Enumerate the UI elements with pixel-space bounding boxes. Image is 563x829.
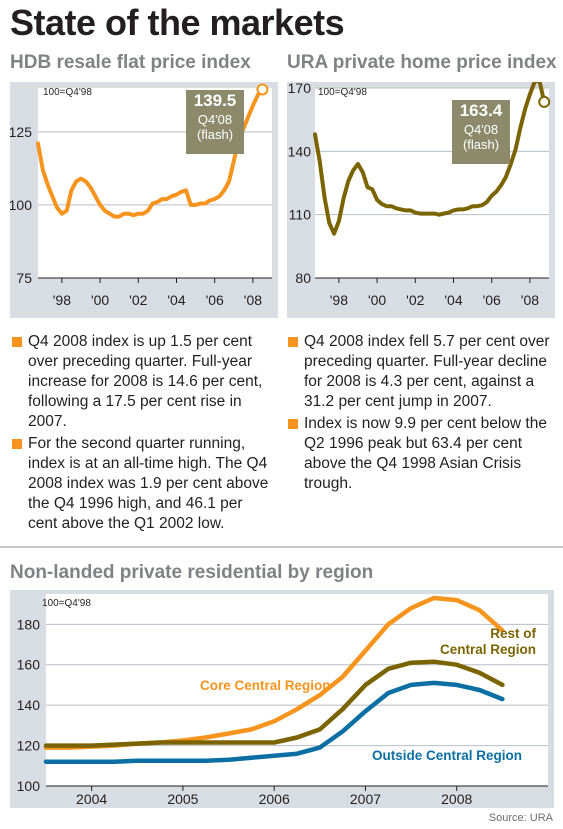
series-label-line: Core Central Region [200,678,331,693]
x-tick-label: '00 [368,292,386,308]
x-tick-label: '00 [91,292,109,308]
ura-callout-value: 163.4 [459,101,503,120]
series-label: Rest of Central Region [440,626,537,657]
series-label: Core Central Region [200,678,331,693]
x-tick-label: '08 [521,292,539,308]
source-credit: Source: URA [488,812,553,824]
x-tick-label: 2006 [259,791,290,807]
rest-of-central-region-line [43,659,505,748]
x-tick-label: '04 [444,292,462,308]
outside-central-region-line [43,680,505,764]
y-tick-label: 80 [295,270,311,286]
y-tick-label: 120 [17,738,41,754]
x-tick-label: '06 [206,292,224,308]
x-tick-label: '02 [406,292,424,308]
x-tick-label: '06 [483,292,501,308]
region-chart: 100 120 140 160 180 2004 2005 2006 2007 2008 Core … [10,590,554,808]
hdb-callout-note: (flash) [196,127,234,142]
y-tick-label: 100 [10,197,32,213]
hdb-chart-title: HDB resale flat price index [10,52,251,73]
x-tick-label: '98 [330,292,348,308]
hdb-callout-value: 139.5 [193,91,237,110]
ura-chart-svg: 80 110 140 170 '98 '00 '02 '04 '06 '08 [288,82,551,308]
ura-chart: 80 110 140 170 '98 '00 '02 '04 '06 '08 [287,82,555,318]
ura-base-label: 100=Q4'98 [318,87,367,98]
ura-notes: Q4 2008 index fell 5.7 per cent over pre… [288,332,554,496]
x-tick-label: 2004 [76,791,107,807]
y-tick-label: 100 [17,778,41,794]
x-tick-label: 2005 [167,791,198,807]
plot-area [315,88,549,278]
region-chart-title: Non-landed private residential by region [10,562,374,583]
hdb-base-label: 100=Q4'98 [43,87,92,98]
y-tick-label: 170 [288,82,312,96]
hdb-note: For the second quarter running, index is… [12,434,274,534]
hdb-note: Q4 2008 index is up 1.5 per cent over pr… [12,332,274,432]
series-label-line: Outside Central Region [372,748,522,763]
hdb-resale-flat-price-index-line [36,87,265,219]
hdb-callout: 139.5 Q4'08 (flash) [186,90,244,154]
series-label-line: Rest of [490,626,536,641]
ura-note: Q4 2008 index fell 5.7 per cent over pre… [288,332,554,412]
y-tick-label: 110 [289,207,312,223]
y-tick-label: 125 [10,124,32,140]
y-tick-label: 180 [17,616,41,632]
ura-private-home-price-index-line [313,82,547,236]
x-tick-label: 2008 [441,791,472,807]
page-title: State of the markets [10,2,345,43]
y-tick-label: 75 [16,270,32,286]
end-point-marker [256,83,269,96]
region-base-label: 100=Q4'98 [42,598,91,609]
x-tick-label: '04 [167,292,185,308]
ura-chart-title: URA private home price index [287,52,557,73]
divider [0,546,563,548]
region-chart-svg: 100 120 140 160 180 2004 2005 2006 2007 2008 Core … [17,594,548,807]
hdb-callout-period: Q4'08 [197,112,233,127]
ura-callout-period: Q4'08 [463,122,499,137]
series-label-line: Central Region [440,642,536,657]
ura-callout-note: (flash) [462,137,500,152]
y-tick-label: 140 [288,143,312,159]
x-tick-label: '98 [53,292,71,308]
series-label: Outside Central Region [372,748,522,763]
x-tick-label: '08 [244,292,262,308]
x-tick-label: 2007 [350,791,381,807]
bullet-square-icon [288,419,298,429]
y-tick-label: 140 [17,697,41,713]
hdb-notes: Q4 2008 index is up 1.5 per cent over pr… [12,332,274,536]
ura-callout: 163.4 Q4'08 (flash) [452,100,510,164]
y-tick-label: 160 [17,657,41,673]
ura-note: Index is now 9.9 per cent below the Q2 1… [288,414,554,494]
x-tick-label: '02 [129,292,147,308]
end-point-marker [538,95,551,108]
bullet-square-icon [12,439,22,449]
bullet-square-icon [288,337,298,347]
bullet-square-icon [12,337,22,347]
